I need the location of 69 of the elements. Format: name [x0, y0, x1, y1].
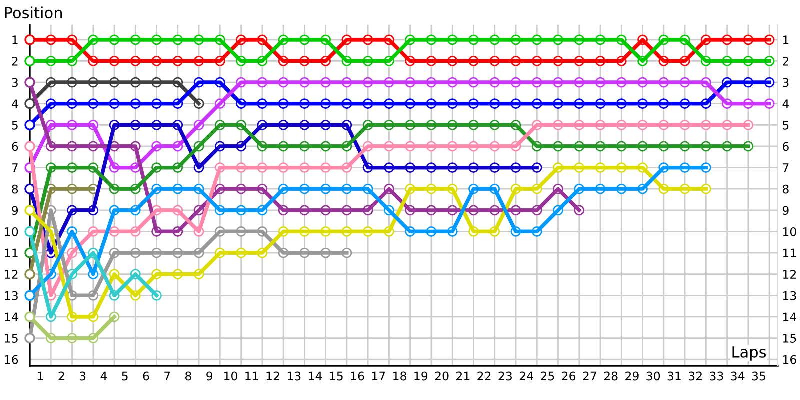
x-tick-label: 9: [206, 372, 213, 381]
x-tick-label: 15: [330, 372, 343, 381]
y2-tick-label: 15: [783, 334, 796, 343]
y2-tick-label: 11: [783, 248, 796, 258]
y2-tick-label: 16: [783, 355, 796, 364]
x-tick-label: 11: [246, 372, 258, 381]
x-tick-label: 27: [583, 372, 596, 381]
y-axis-title: Position: [5, 6, 62, 19]
x-tick-label: 21: [456, 372, 470, 381]
y-tick-label: 8: [12, 184, 18, 194]
y-tick-label: 6: [12, 142, 18, 152]
y-tick-label: 11: [5, 248, 18, 258]
x-tick-label: 26: [562, 372, 576, 381]
x-tick-label: 5: [122, 372, 128, 381]
y-tick-label: 3: [12, 78, 18, 88]
x-tick-label: 6: [143, 372, 150, 381]
x-tick-label: 13: [288, 372, 301, 381]
x-tick-label: 32: [688, 372, 702, 381]
y2-tick-label: 14: [783, 312, 797, 322]
y-tick-label: 14: [5, 312, 18, 322]
x-tick-label: 8: [186, 372, 192, 381]
y-tick-label: 13: [5, 291, 18, 300]
x-tick-label: 20: [435, 372, 449, 381]
y-tick-label: 12: [5, 270, 18, 279]
x-tick-label: 29: [626, 372, 639, 381]
y2-tick-label: 2: [783, 56, 788, 66]
y2-tick-label: 7: [783, 164, 789, 172]
x-tick-label: 4: [100, 372, 108, 381]
x-tick-label: 7: [164, 372, 170, 381]
y2-tick-label: 5: [783, 121, 789, 130]
y2-tick-label: 10: [783, 227, 796, 236]
x-tick-label: 1: [38, 372, 44, 381]
y-tick-label: 7: [12, 164, 18, 172]
x-tick-label: 34: [731, 372, 745, 381]
x-tick-label: 35: [752, 372, 766, 381]
y-tick-label: 4: [12, 100, 18, 108]
x-tick-label: 18: [394, 372, 406, 381]
x-tick-label: 10: [224, 372, 238, 381]
x-tick-label: 22: [478, 372, 491, 381]
x-tick-label: 23: [498, 372, 512, 381]
x-tick-label: 14: [309, 372, 322, 381]
x-tick-label: 19: [414, 372, 428, 381]
y-tick-label: 2: [12, 56, 18, 66]
y-tick-label: 15: [5, 334, 18, 343]
x-tick-label: 3: [80, 372, 86, 381]
y2-tick-label: 8: [782, 184, 789, 194]
y2-tick-label: 13: [783, 291, 796, 300]
y-tick-label: 9: [12, 206, 18, 216]
x-axis-title: Laps: [732, 346, 766, 361]
y2-tick-label: 4: [782, 100, 790, 108]
y-tick-label: 5: [12, 121, 18, 130]
x-tick-label: 17: [372, 372, 386, 381]
y2-tick-label: 1: [783, 36, 789, 44]
x-tick-label: 33: [710, 372, 724, 381]
y-tick-label: 16: [5, 355, 18, 364]
x-tick-label: 12: [266, 372, 280, 381]
y-tick-label: 10: [5, 227, 18, 236]
y2-tick-label: 12: [783, 270, 796, 279]
y2-tick-label: 6: [782, 142, 789, 152]
y-tick-label: 1: [12, 36, 18, 44]
x-tick-label: 28: [604, 372, 618, 381]
x-tick-label: 31: [668, 372, 681, 381]
x-tick-label: 30: [646, 372, 660, 381]
x-tick-label: 25: [541, 372, 554, 381]
x-tick-label: 24: [520, 372, 534, 381]
x-tick-label: 2: [58, 372, 64, 381]
y2-tick-label: 9: [782, 206, 789, 216]
y2-tick-label: 3: [783, 78, 789, 88]
x-tick-label: 16: [351, 372, 364, 381]
